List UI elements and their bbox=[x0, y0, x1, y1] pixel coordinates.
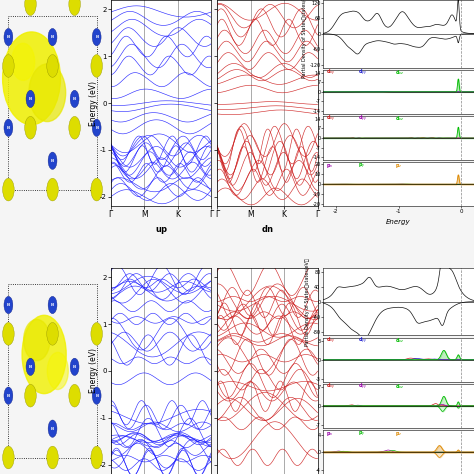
Circle shape bbox=[3, 322, 14, 345]
Text: p$_x$: p$_x$ bbox=[327, 162, 334, 170]
Ellipse shape bbox=[47, 352, 68, 390]
Circle shape bbox=[4, 28, 13, 46]
Text: d$_{yy}$: d$_{yy}$ bbox=[358, 382, 367, 392]
Text: N: N bbox=[51, 35, 54, 39]
Text: p$_z$: p$_z$ bbox=[395, 429, 403, 438]
Text: N: N bbox=[7, 126, 10, 130]
X-axis label: dn: dn bbox=[261, 225, 273, 234]
Text: N: N bbox=[73, 97, 76, 101]
Circle shape bbox=[4, 119, 13, 137]
Circle shape bbox=[92, 119, 101, 137]
Circle shape bbox=[4, 296, 13, 314]
Text: N: N bbox=[95, 394, 98, 398]
Circle shape bbox=[91, 322, 102, 345]
Circle shape bbox=[26, 90, 35, 108]
Circle shape bbox=[3, 55, 14, 77]
Circle shape bbox=[47, 178, 58, 201]
Text: d$_{xz}$: d$_{xz}$ bbox=[395, 336, 405, 345]
Text: p$_y$: p$_y$ bbox=[358, 429, 365, 438]
Ellipse shape bbox=[3, 32, 60, 125]
Text: N: N bbox=[51, 427, 54, 431]
Text: d$_{yy}$: d$_{yy}$ bbox=[358, 68, 367, 78]
Circle shape bbox=[70, 90, 79, 108]
Text: d$_{xz}$: d$_{xz}$ bbox=[395, 114, 405, 123]
Circle shape bbox=[69, 384, 81, 407]
Text: d$_{xz}$: d$_{xz}$ bbox=[395, 68, 405, 77]
Y-axis label: Partial Density of States（states/eV）: Partial Density of States（states/eV） bbox=[301, 0, 307, 78]
Circle shape bbox=[91, 55, 102, 77]
Circle shape bbox=[3, 178, 14, 201]
Circle shape bbox=[70, 358, 79, 375]
Circle shape bbox=[48, 296, 57, 314]
Y-axis label: Energy (eV): Energy (eV) bbox=[89, 81, 98, 126]
Text: d$_{yy}$: d$_{yy}$ bbox=[358, 336, 367, 346]
Text: N: N bbox=[95, 35, 98, 39]
Text: d$_{yy}$: d$_{yy}$ bbox=[358, 114, 367, 124]
Text: N: N bbox=[7, 35, 10, 39]
Text: N: N bbox=[51, 159, 54, 163]
Text: d$_{xz}$: d$_{xz}$ bbox=[395, 382, 405, 391]
Text: N: N bbox=[7, 303, 10, 307]
Circle shape bbox=[47, 55, 58, 77]
Circle shape bbox=[47, 322, 58, 345]
Circle shape bbox=[48, 420, 57, 438]
Circle shape bbox=[4, 387, 13, 404]
Text: N: N bbox=[29, 97, 32, 101]
Text: N: N bbox=[7, 394, 10, 398]
Text: p$_x$: p$_x$ bbox=[327, 429, 334, 438]
Circle shape bbox=[48, 152, 57, 169]
Text: d$_{xy}$: d$_{xy}$ bbox=[327, 382, 336, 392]
Circle shape bbox=[92, 28, 101, 46]
Text: d$_{xy}$: d$_{xy}$ bbox=[327, 114, 336, 124]
Text: N: N bbox=[73, 365, 76, 369]
X-axis label: up: up bbox=[155, 225, 167, 234]
Ellipse shape bbox=[29, 64, 66, 122]
Circle shape bbox=[3, 446, 14, 469]
Circle shape bbox=[91, 446, 102, 469]
Circle shape bbox=[69, 117, 81, 139]
Text: d$_{xy}$: d$_{xy}$ bbox=[327, 68, 336, 78]
Text: p$_y$: p$_y$ bbox=[358, 162, 365, 171]
Y-axis label: Energy (eV): Energy (eV) bbox=[89, 348, 98, 393]
Circle shape bbox=[25, 384, 36, 407]
Circle shape bbox=[25, 0, 36, 16]
X-axis label: Energy: Energy bbox=[386, 219, 411, 226]
Circle shape bbox=[47, 446, 58, 469]
Circle shape bbox=[92, 387, 101, 404]
Text: p$_z$: p$_z$ bbox=[395, 162, 403, 170]
Text: N: N bbox=[51, 303, 54, 307]
Circle shape bbox=[91, 178, 102, 201]
Ellipse shape bbox=[11, 43, 35, 81]
Text: d$_{xy}$: d$_{xy}$ bbox=[327, 336, 336, 346]
Circle shape bbox=[26, 358, 35, 375]
Ellipse shape bbox=[22, 315, 66, 393]
Circle shape bbox=[69, 0, 81, 16]
Text: N: N bbox=[95, 126, 98, 130]
Ellipse shape bbox=[24, 319, 50, 361]
Circle shape bbox=[48, 28, 57, 46]
Circle shape bbox=[25, 117, 36, 139]
Text: N: N bbox=[29, 365, 32, 369]
Y-axis label: Partial Density of States（states/eV）: Partial Density of States（states/eV） bbox=[305, 258, 310, 346]
